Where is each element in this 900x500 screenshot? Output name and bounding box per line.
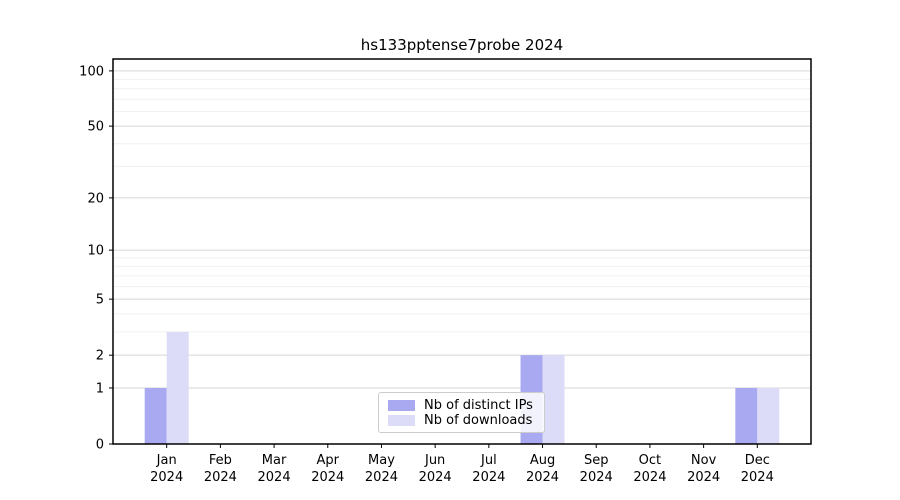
x-tick-label-year: 2024 [204, 470, 237, 485]
x-tick-label-year: 2024 [311, 470, 344, 485]
legend-item-downloads: Nb of downloads [388, 413, 535, 428]
y-tick-label: 10 [87, 244, 104, 259]
x-tick-label-month: Sep [584, 453, 609, 468]
legend: Nb of distinct IPs Nb of downloads [378, 392, 545, 433]
legend-item-distinct-ips: Nb of distinct IPs [388, 398, 535, 413]
legend-swatch-downloads [388, 415, 415, 426]
bar [166, 331, 189, 444]
x-tick-label-month: Jun [424, 453, 445, 468]
x-tick-label-month: Dec [745, 453, 770, 468]
x-tick-label-year: 2024 [365, 470, 398, 485]
x-tick-label-year: 2024 [472, 470, 505, 485]
x-tick-label-year: 2024 [580, 470, 613, 485]
plot-frame [112, 58, 812, 445]
x-tick-label-year: 2024 [526, 470, 559, 485]
x-tick-label-month: Jan [156, 453, 177, 468]
y-tick-label: 20 [87, 191, 104, 206]
x-tick-label-month: Nov [691, 453, 717, 468]
x-tick-label-month: Feb [209, 453, 232, 468]
y-tick-label: 100 [79, 64, 104, 79]
bar [757, 387, 780, 444]
chart-title: hs133pptense7probe 2024 [360, 36, 564, 54]
x-tick-label-month: Aug [530, 453, 555, 468]
y-tick-label: 50 [87, 120, 104, 135]
y-tick-label: 2 [96, 349, 104, 364]
x-tick-label-year: 2024 [419, 470, 452, 485]
x-tick-label-month: Oct [639, 453, 661, 468]
legend-swatch-distinct-ips [388, 400, 415, 411]
x-tick-label-month: Apr [317, 453, 340, 468]
legend-label-downloads: Nb of downloads [424, 413, 533, 428]
y-tick-label: 0 [96, 438, 104, 453]
x-tick-label-month: Mar [262, 453, 287, 468]
x-tick-label-year: 2024 [258, 470, 291, 485]
x-tick-label-month: May [368, 453, 395, 468]
y-tick-label: 5 [96, 293, 104, 308]
x-tick-label-month: Jul [480, 453, 497, 468]
x-tick-label-year: 2024 [741, 470, 774, 485]
bar [542, 355, 565, 444]
bar [735, 387, 758, 444]
bar [144, 387, 167, 444]
x-tick-label-year: 2024 [150, 470, 183, 485]
y-tick-label: 1 [96, 381, 104, 396]
legend-label-distinct-ips: Nb of distinct IPs [424, 398, 533, 413]
x-tick-label-year: 2024 [633, 470, 666, 485]
x-tick-label-year: 2024 [687, 470, 720, 485]
